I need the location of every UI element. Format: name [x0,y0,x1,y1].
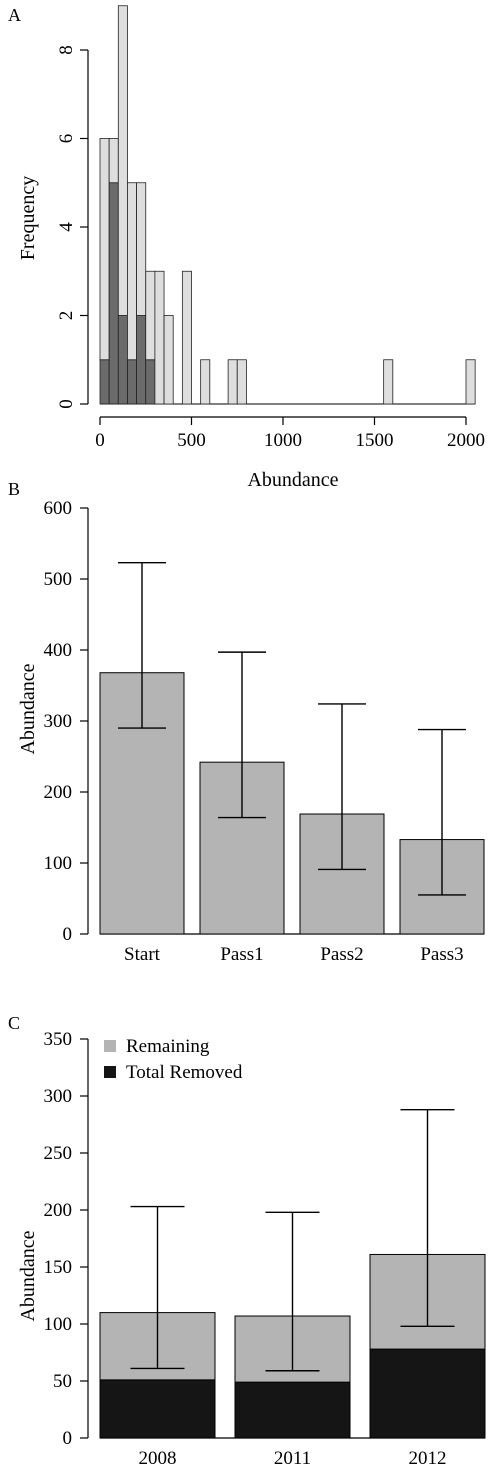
panel-a-bar-light [200,359,211,405]
panel-a-bar-light [465,359,476,405]
panel-b-x-tick-label: Start [124,944,161,965]
panel-b-y-tick-label: 400 [44,640,73,661]
panel-a-x-tick-label: 1000 [264,430,302,451]
panel-label-b: B [8,479,20,499]
panel-a-x-tick-label: 0 [95,430,105,451]
panel-b-y-tick-label: 500 [44,569,73,590]
panel-c-y-tick-label: 0 [63,1428,73,1449]
panel-c-legend-label: Remaining [126,1036,210,1057]
panel-a-y-tick-label: 8 [56,45,77,55]
panel-b-y-tick-label: 200 [44,782,73,803]
panel-a-bar-light [227,359,238,405]
panel-a-bar-light [108,138,119,184]
panel-c-bar-removed [369,1348,486,1439]
panel-a-bar-light [383,359,394,405]
panel-b-y-tick-label: 0 [63,924,73,945]
panel-b-x-tick-label: Pass2 [320,944,363,965]
panel-c-x-tick-label: 2008 [139,1448,177,1469]
panel-c-x-tick-label: 2012 [409,1448,447,1469]
panel-c-bar-removed [99,1379,216,1439]
panel-a-y-tick-label: 4 [56,222,77,232]
panel-c-y-tick-label: 350 [44,1029,73,1050]
panel-a-y-tick-label: 0 [56,399,77,409]
panel-a-bar-light [154,270,165,405]
panel-c-y-tick-label: 50 [53,1371,72,1392]
panel-a-bar-dark [99,359,110,405]
panel-c-legend-label: Total Removed [126,1062,243,1083]
panel-a-bar-dark [136,315,147,405]
panel-a-bar-dark [127,359,137,405]
panel-c-y-tick-label: 100 [44,1314,73,1335]
panel-b-x-tick-label: Pass1 [220,944,263,965]
panel-a-bar-dark [108,182,119,405]
panel-a-bar-light [136,182,147,316]
panel-a-y-tick-label: 2 [56,311,77,321]
panel-b-y-tick-label: 100 [44,853,73,874]
panel-a-bar-light [127,182,137,361]
panel-c-legend-swatch [104,1040,116,1052]
panel-a-bar-light [181,270,192,405]
panel-a-y-axis-label: Frequency [17,176,39,260]
panel-b-x-tick-label: Pass3 [420,944,463,965]
panel-a-bar-dark [117,315,128,405]
panel-a-bar-light [236,359,247,405]
panel-c-y-tick-label: 200 [44,1200,73,1221]
panel-c-y-tick-label: 300 [44,1086,73,1107]
panel-label-a: A [8,5,21,25]
panel-a-x-tick-label: 1500 [356,430,394,451]
panel-a-x-axis-label: Abundance [247,469,338,491]
panel-b-y-tick-label: 300 [44,711,73,732]
panel-a-bar-light [99,138,110,361]
panel-c-y-tick-label: 250 [44,1143,73,1164]
panel-a-x-tick-label: 500 [177,430,206,451]
panel-c-bar-removed [234,1381,351,1439]
panel-a-bar-light [163,315,174,405]
panel-c-x-tick-label: 2011 [274,1448,311,1469]
panel-a-x-tick-label: 2000 [447,430,485,451]
panel-label-c: C [8,1013,20,1033]
panel-b-y-axis-label: Abundance [17,663,39,754]
panel-c-y-tick-label: 150 [44,1257,73,1278]
panel-a-bar-light [145,270,156,361]
panel-c-legend-swatch [104,1066,116,1078]
panel-c-y-axis-label: Abundance [17,1230,39,1321]
panel-a-y-tick-label: 6 [56,134,77,144]
panel-a-bar-dark [145,359,156,405]
panel-b-y-tick-label: 600 [44,498,73,519]
panel-a-bar-light [117,5,128,316]
